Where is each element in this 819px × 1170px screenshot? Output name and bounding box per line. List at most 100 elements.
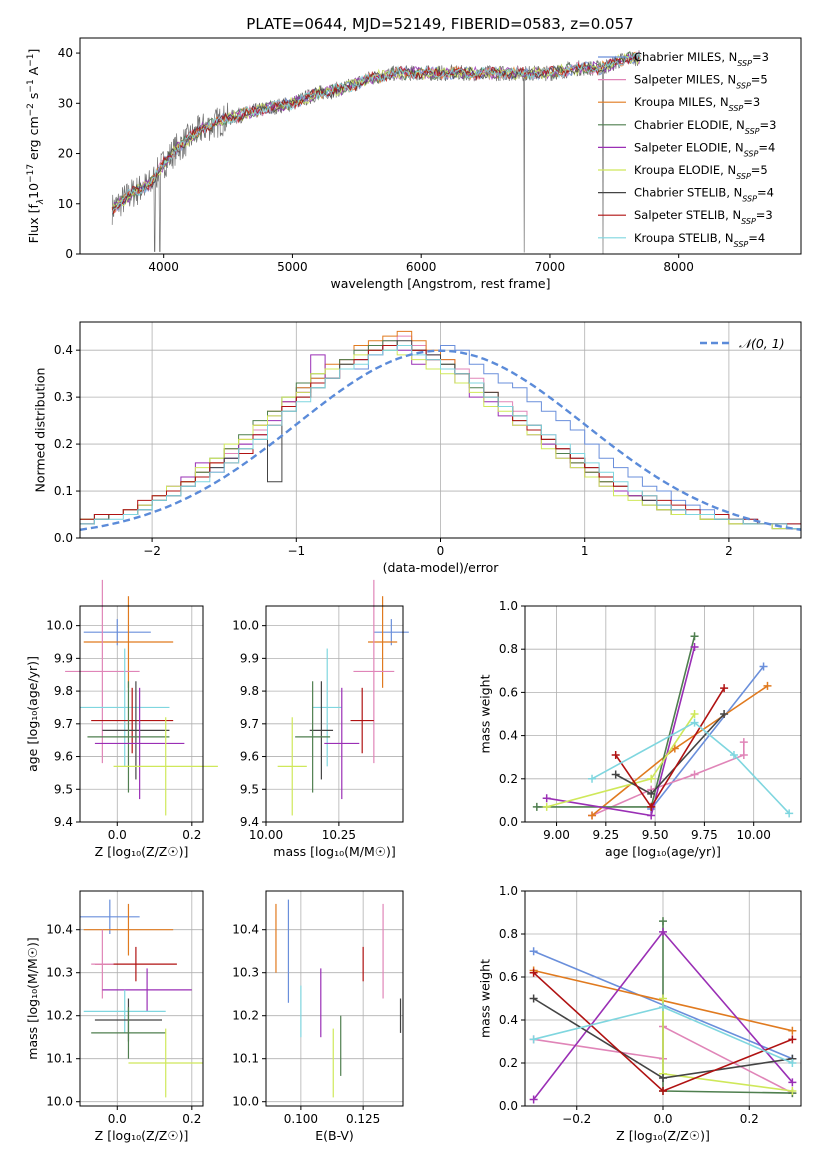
x-tick-label: 0.125: [346, 1112, 380, 1126]
y-tick-label: 10.3: [232, 966, 259, 980]
legend-sub: SSP: [737, 59, 752, 68]
y-tick-label: 9.8: [240, 684, 259, 698]
x-tick-label: 9.00: [543, 828, 570, 842]
y-tick-label: 10.0: [232, 1095, 259, 1109]
x-tick-label: 7000: [535, 260, 566, 274]
chart-title: PLATE=0644, MJD=52149, FIBERID=0583, z=0…: [246, 15, 633, 33]
legend-label: Chabrier ELODIE, NSSP=3: [634, 118, 776, 136]
x-axis-label: Z [log₁₀(Z/Z☉)]: [95, 844, 189, 859]
weight-marker: [611, 751, 620, 760]
legend-label: Kroupa STELIB, NSSP=4: [634, 231, 765, 249]
legend-sub: SSP: [736, 172, 751, 181]
mass-vs-ebv-panel: 0.100 0.125 10.0 10.1 10.2 10.3 10.4 E(B-V): [232, 890, 404, 1143]
legend-n: =3: [760, 118, 777, 132]
model-spectrum-line: [111, 55, 641, 214]
x-tick-label: 2: [725, 544, 733, 558]
legend-model: Salpeter STELIB, N: [634, 208, 741, 222]
legend-n: =3: [756, 208, 773, 222]
x-axis-label: Z [log₁₀(Z/Z☉)]: [616, 1128, 710, 1143]
y-tick-label: 9.7: [240, 717, 259, 731]
x-tick-label: 0.0: [108, 828, 127, 842]
y-tick-label: 0.2: [499, 1056, 518, 1070]
y-axis-label-part: s: [26, 93, 41, 104]
legend-label: Kroupa MILES, NSSP=3: [634, 95, 760, 113]
y-tick-label: 0.4: [499, 1013, 518, 1027]
legend-sub: SSP: [741, 217, 756, 226]
weight-marker: [529, 994, 538, 1003]
legend-label: Chabrier STELIB, NSSP=4: [634, 186, 774, 204]
weight-marker: [788, 1059, 797, 1067]
y-tick-label: 0.2: [54, 437, 73, 451]
y-tick-label: 0: [65, 247, 73, 261]
x-tick-label: 5000: [277, 260, 308, 274]
y-tick-label: 1.0: [499, 599, 518, 613]
y-tick-label: 10.4: [232, 923, 259, 937]
weight-marker: [647, 789, 656, 798]
weight-marker: [659, 1086, 667, 1095]
legend-n: =4: [757, 186, 774, 200]
axes-frame: [265, 605, 404, 823]
x-axis-label: wavelength [Angstrom, rest frame]: [330, 276, 550, 291]
y-tick-label: 10.4: [46, 923, 73, 937]
axes-frame: [79, 890, 204, 1107]
gaussian-curve: [79, 349, 802, 531]
y-tick-label: 0.4: [499, 729, 518, 743]
legend-label: Salpeter STELIB, NSSP=3: [634, 208, 773, 226]
weight-marker: [542, 794, 551, 803]
y-tick-label: 10.1: [232, 1052, 259, 1066]
y-tick-label: 0.8: [499, 927, 518, 941]
weight-marker: [529, 968, 538, 977]
y-tick-label: 9.6: [240, 750, 259, 764]
x-tick-label: −2: [143, 544, 161, 558]
weight-marker: [529, 947, 538, 956]
x-axis-label: Z [log₁₀(Z/Z☉)]: [95, 1128, 189, 1143]
x-axis-label: age [log₁₀(age/yr)]: [605, 844, 721, 859]
weight-line: [650, 666, 765, 810]
weight-marker: [659, 917, 667, 926]
weight-marker: [659, 1003, 667, 1012]
x-tick-label: 1: [581, 544, 589, 558]
y-tick-label: 10.2: [46, 1009, 73, 1023]
weight-marker: [729, 751, 738, 760]
y-tick-label: 0.0: [499, 815, 518, 829]
y-tick-label: 9.7: [54, 717, 73, 731]
y-tick-label: 0.6: [499, 685, 518, 699]
y-tick-label: 9.5: [54, 782, 73, 796]
y-tick-label: 10.3: [46, 966, 73, 980]
weight-marker: [690, 632, 699, 641]
legend-label: 𝒩(0, 1): [739, 336, 785, 351]
weight-marker: [759, 662, 768, 671]
legend-model: Chabrier ELODIE, N: [634, 118, 745, 132]
y-axis-label-part: A: [26, 66, 41, 79]
weight-marker: [659, 927, 667, 936]
weight-marker: [739, 738, 748, 747]
y-tick-label: 9.9: [240, 651, 259, 665]
weight-marker: [785, 809, 794, 818]
y-tick-label: 0.0: [54, 531, 73, 545]
x-tick-label: 10.25: [322, 828, 356, 842]
y-tick-label: 0.4: [54, 343, 73, 357]
x-tick-label: −0.2: [562, 1112, 591, 1126]
age-vs-z-panel: 0.0 0.2 9.4 9.5 9.6 9.7 9.8 9.9 10.0 Z [log₁₀(Z/Z…: [25, 579, 218, 859]
histogram-step: [79, 349, 801, 538]
weight-marker: [647, 802, 656, 811]
axes-frame: [79, 605, 204, 823]
y-axis-label-part: −2: [26, 103, 36, 116]
mass-vs-z-panel: 0.0 0.2 10.0 10.1 10.2 10.3 10.4 Z [log₁₀(Z/Z☉)…: [25, 890, 204, 1143]
y-axis-label: Flux [fλ10−17 erg cm−2 s−1 A−1]: [26, 49, 46, 244]
weight-marker: [788, 1078, 797, 1087]
weight-marker: [788, 1026, 797, 1035]
weight-marker: [529, 1095, 538, 1104]
y-tick-label: 9.4: [240, 815, 259, 829]
weight-marker: [788, 1035, 797, 1044]
legend-model: Chabrier MILES, N: [634, 50, 737, 64]
y-tick-label: 10.0: [46, 619, 73, 633]
y-axis-label: age [log₁₀(age/yr)]: [25, 656, 40, 772]
y-tick-label: 0.6: [499, 970, 518, 984]
weight-marker: [611, 770, 620, 779]
x-tick-label: 9.75: [691, 828, 718, 842]
weight-marker: [659, 994, 667, 1003]
y-axis-label-part: ]: [26, 49, 41, 54]
y-tick-label: 40: [58, 46, 73, 60]
